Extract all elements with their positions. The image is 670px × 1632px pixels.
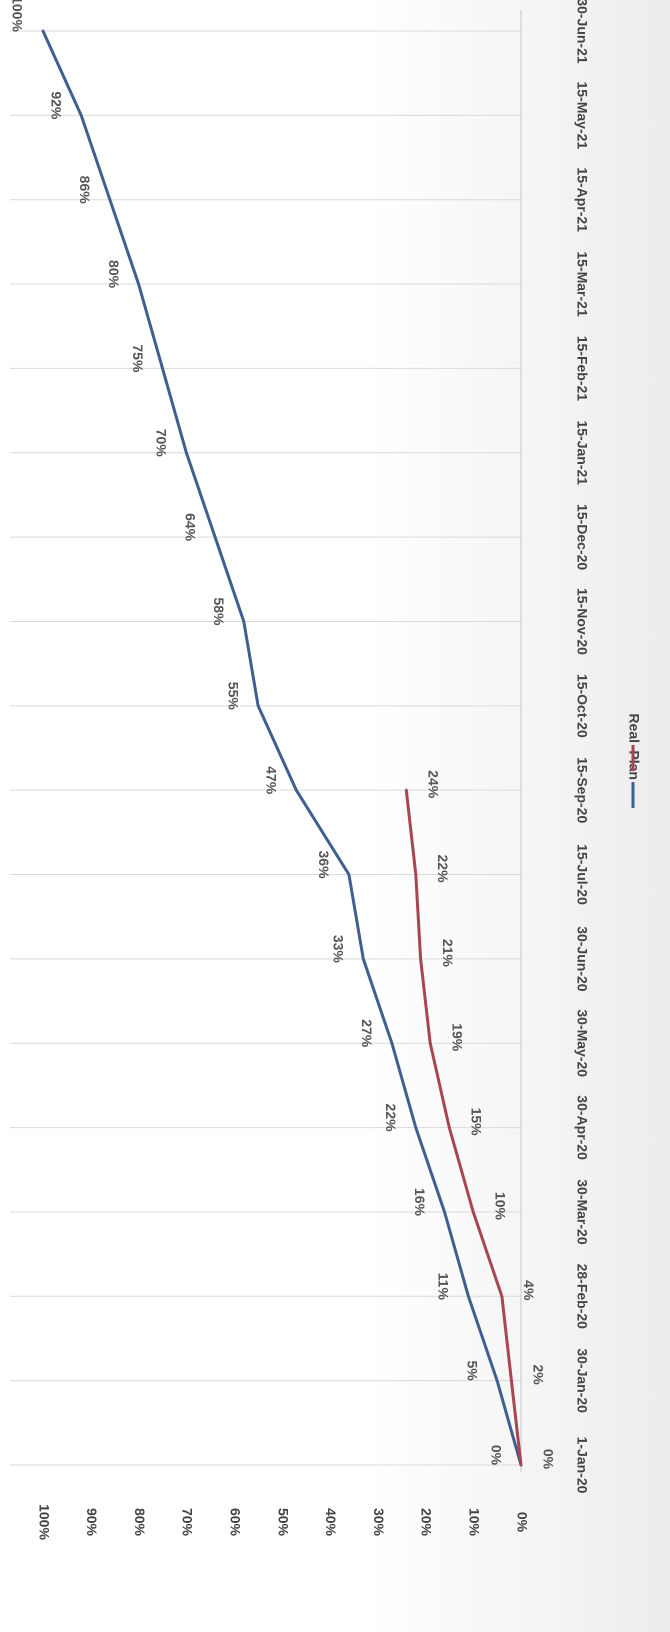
data-label-plan: 27%: [359, 1019, 375, 1048]
data-label-plan: 22%: [383, 1104, 399, 1133]
data-label-real: 22%: [435, 855, 451, 884]
category-tick-label: 30-May-20: [574, 1009, 590, 1077]
category-tick-label: 15-Apr-21: [574, 167, 590, 232]
data-label-plan: 47%: [264, 766, 280, 795]
series-line-plan: [41, 29, 523, 1467]
data-label-plan: 75%: [130, 344, 146, 373]
data-label-plan: 16%: [412, 1188, 428, 1217]
data-label-plan: 11%: [436, 1273, 452, 1301]
data-label-plan: 33%: [331, 935, 347, 964]
value-axis-tick-label: 0%: [514, 1512, 530, 1533]
category-tick-label: 1-Jan-20: [574, 1437, 590, 1494]
value-axis-tick-label: 70%: [180, 1508, 196, 1537]
data-label-plan: 5%: [464, 1361, 480, 1382]
category-tick-label: 15-Sep-20: [574, 757, 590, 823]
data-label-real: 24%: [426, 770, 442, 799]
data-label-plan: 100%: [9, 0, 25, 32]
category-tick-label: 15-Mar-21: [574, 251, 590, 317]
category-tick-label: 15-Jul-20: [574, 844, 590, 905]
category-tick-label: 15-Feb-21: [574, 336, 590, 402]
legend-label-real: Real: [626, 713, 642, 743]
data-label-plan: 70%: [154, 429, 170, 458]
value-axis-tick-label: 50%: [275, 1508, 291, 1537]
value-axis-tick-label: 20%: [419, 1508, 435, 1537]
category-tick-label: 15-Oct-20: [574, 674, 590, 738]
gridlines: [10, 10, 522, 1472]
value-axis-tick-label: 10%: [466, 1508, 482, 1537]
category-tick-label: 28-Feb-20: [574, 1264, 590, 1330]
series-line-real: [404, 788, 523, 1467]
category-tick-label: 30-Jun-21: [574, 0, 590, 64]
data-label-plan: 86%: [77, 176, 93, 205]
data-label-plan: 58%: [211, 597, 227, 626]
value-axis-tick-label: 60%: [227, 1508, 243, 1537]
data-label-real: 2%: [531, 1365, 547, 1386]
data-label-plan: 80%: [106, 260, 122, 289]
data-label-real: 15%: [469, 1108, 485, 1137]
value-axis-tick-label: 40%: [323, 1508, 339, 1537]
data-label-plan: 64%: [182, 513, 198, 542]
point-labels: 0% 5% 11% 16% 22% 27% 33% 36% 47% 55% 58% 64% 70% 75%…: [9, 0, 556, 1470]
y-axis-ticks: 0% 10% 20% 30% 40% 50% 60% 70% 80% 90% 100%: [36, 1504, 530, 1540]
value-axis-tick-label: 90%: [84, 1508, 100, 1537]
legend: PlanReal: [626, 713, 642, 808]
data-label-real: 10%: [492, 1192, 508, 1221]
value-axis-tick-label: 80%: [132, 1508, 148, 1537]
data-label-plan: 55%: [225, 682, 241, 711]
category-tick-label: 30-Jun-20: [574, 926, 590, 992]
category-tick-label: 15-Nov-20: [574, 588, 590, 655]
data-label-plan: 0%: [488, 1445, 504, 1466]
data-label-real: 0%: [540, 1449, 556, 1470]
value-axis-tick-label: 100%: [36, 1504, 52, 1540]
category-tick-label: 30-Jan-20: [574, 1348, 590, 1413]
category-tick-label: 15-Dec-20: [574, 504, 590, 570]
data-label-plan: 36%: [316, 851, 332, 880]
category-tick-label: 30-Apr-20: [574, 1095, 590, 1160]
value-axis-tick-label: 30%: [371, 1508, 387, 1537]
category-tick-label: 15-May-21: [574, 82, 590, 150]
category-tick-label: 30-Mar-20: [574, 1179, 590, 1245]
x-axis-ticks: 1-Jan-20 30-Jan-20 28-Feb-20 30-Mar-20 30-Ap…: [574, 0, 590, 1494]
category-tick-label: 15-Jan-21: [574, 420, 590, 485]
data-label-real: 19%: [449, 1023, 465, 1052]
series-layer: [41, 29, 523, 1467]
data-label-real: 4%: [521, 1280, 537, 1301]
data-label-real: 21%: [440, 939, 456, 968]
data-label-plan: 92%: [49, 91, 65, 120]
